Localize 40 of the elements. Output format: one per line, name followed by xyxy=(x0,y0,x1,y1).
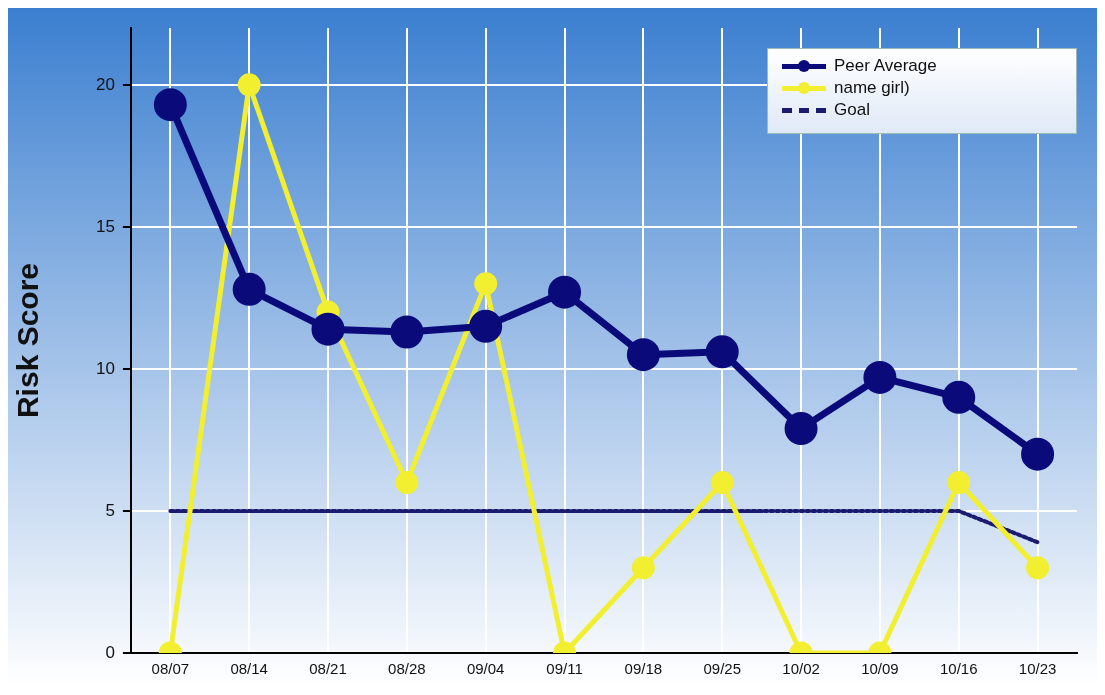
x-tick-label: 08/21 xyxy=(309,660,347,678)
x-tick-label: 10/02 xyxy=(782,660,820,678)
legend-label: Goal xyxy=(834,100,870,120)
point xyxy=(390,315,424,349)
y-tick-label: 0 xyxy=(105,642,115,662)
y-tick-label: 5 xyxy=(105,500,115,520)
x-tick-label: 10/09 xyxy=(861,660,899,678)
point xyxy=(311,312,345,346)
legend-label: name girl) xyxy=(834,78,910,98)
point xyxy=(474,272,498,296)
point xyxy=(237,73,261,97)
point xyxy=(232,272,266,306)
y-axis-title: Risk Score xyxy=(11,262,45,419)
point xyxy=(395,471,419,495)
point xyxy=(469,309,503,343)
point xyxy=(784,412,818,446)
point xyxy=(863,360,897,394)
x-tick-label: 09/25 xyxy=(703,660,741,678)
y-tick-label: 10 xyxy=(95,358,115,378)
point xyxy=(153,88,187,122)
x-tick-label: 10/23 xyxy=(1018,660,1057,678)
point xyxy=(947,471,971,495)
x-tick-label: 08/07 xyxy=(151,660,190,678)
point xyxy=(705,335,739,369)
x-tick-label: 08/14 xyxy=(230,660,268,678)
x-tick-label: 09/18 xyxy=(624,660,663,678)
point xyxy=(710,471,734,495)
y-tick-label: 20 xyxy=(95,74,115,94)
point xyxy=(942,380,976,414)
point xyxy=(626,338,660,372)
point xyxy=(548,275,582,309)
point xyxy=(1021,437,1055,471)
x-tick-label: 08/28 xyxy=(388,660,426,678)
x-tick-label: 09/11 xyxy=(546,660,583,678)
point xyxy=(1026,556,1050,580)
y-tick-label: 15 xyxy=(95,216,115,236)
x-tick-label: 10/16 xyxy=(939,660,978,678)
legend-label: Peer Average xyxy=(834,56,937,76)
point xyxy=(631,556,655,580)
x-tick-label: 09/04 xyxy=(466,660,505,678)
